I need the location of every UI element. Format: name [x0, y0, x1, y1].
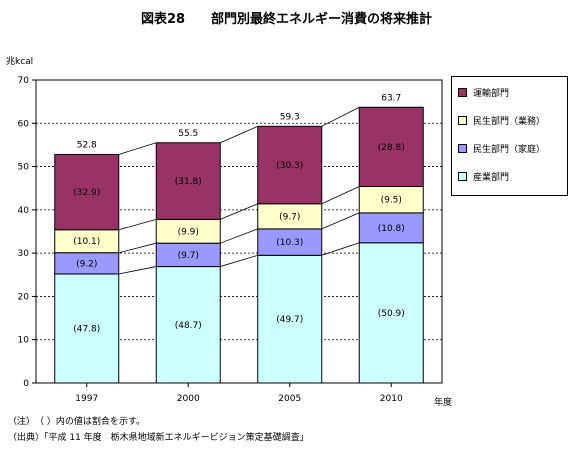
y-axis-label: 兆kcal — [6, 57, 34, 67]
data-label: (49.7) — [276, 315, 303, 325]
legend-label-residential: 民生部門（家庭） — [473, 145, 546, 155]
y-tick-label: 20 — [18, 292, 30, 302]
x-tick-label: 2000 — [177, 394, 200, 404]
x-tick-label: 2005 — [278, 394, 301, 404]
chart-title: 図表28 部門別最終エネルギー消費の将来推計 — [140, 12, 433, 27]
legend-swatch-industry — [458, 172, 467, 181]
series-connector — [118, 242, 157, 254]
bar-segment — [358, 106, 424, 187]
y-tick-label: 40 — [18, 206, 30, 216]
bar-segment — [257, 228, 323, 256]
series-connector — [220, 254, 258, 267]
bar-segment — [155, 266, 221, 384]
legend-swatch-commercial — [458, 116, 467, 125]
series-connector — [118, 218, 157, 231]
bar-segment — [54, 153, 120, 231]
data-label: (31.8) — [175, 177, 202, 187]
y-tick-label: 30 — [18, 249, 30, 259]
legend-label-industry: 産業部門 — [473, 173, 510, 183]
data-label: (9.5) — [381, 196, 402, 206]
x-axis-label: 年度 — [434, 398, 453, 408]
series-connector — [321, 106, 360, 127]
total-label: 59.3 — [280, 112, 300, 122]
legend-swatch-residential — [458, 144, 467, 153]
series-connector — [118, 266, 157, 275]
data-label: (10.8) — [378, 224, 405, 234]
y-tick-label: 0 — [23, 379, 29, 389]
series-connector — [118, 142, 157, 155]
series-connector — [321, 212, 360, 230]
source-text: （出典）「平成 11 年度 栃木県地域新エネルギービジョン策定基礎調査」 — [8, 433, 309, 443]
bar-segment — [257, 203, 323, 230]
bar-segment — [358, 242, 424, 384]
bar-segment — [257, 254, 323, 384]
note-text: （注） （ ）内の値は割合を示す。 — [8, 417, 145, 427]
data-label: (47.8) — [73, 324, 100, 334]
x-tick-label: 1997 — [75, 394, 98, 404]
bar-segment — [155, 142, 221, 220]
legend-label-commercial: 民生部門（業務） — [473, 117, 546, 127]
data-label: (50.9) — [378, 309, 405, 319]
total-label: 55.5 — [178, 129, 198, 139]
bar-segment — [358, 212, 424, 244]
series-connector — [220, 125, 258, 144]
series-connector — [321, 186, 360, 205]
data-label: (9.7) — [279, 212, 300, 222]
total-label: 52.8 — [77, 140, 97, 150]
y-tick-label: 50 — [18, 163, 30, 173]
y-tick-label: 70 — [18, 76, 30, 86]
bar-segment — [257, 125, 323, 205]
data-label: (32.9) — [73, 188, 100, 198]
data-label: (10.1) — [73, 237, 100, 247]
y-tick-label: 10 — [18, 336, 30, 346]
bar-segment — [358, 185, 424, 214]
bar-segment — [54, 273, 120, 384]
plot-frame — [35, 79, 443, 384]
data-label: (30.3) — [276, 161, 303, 171]
data-label: (9.7) — [178, 251, 199, 261]
data-label: (9.9) — [178, 227, 199, 237]
y-tick-label: 60 — [18, 119, 30, 129]
legend: 運輸部門 民生部門（業務） 民生部門（家庭） 産業部門 — [451, 76, 568, 196]
data-label: (10.3) — [276, 238, 303, 248]
series-connector — [220, 203, 258, 220]
legend-swatch-transport — [458, 88, 467, 97]
data-label: (28.8) — [378, 143, 405, 153]
series-connector — [220, 228, 258, 244]
data-label: (9.2) — [76, 259, 97, 269]
x-tick-label: 2010 — [380, 394, 403, 404]
legend-label-transport: 運輸部門 — [473, 89, 510, 99]
data-label: (48.7) — [175, 321, 202, 331]
series-connector — [321, 242, 360, 256]
total-label: 63.7 — [381, 93, 401, 103]
